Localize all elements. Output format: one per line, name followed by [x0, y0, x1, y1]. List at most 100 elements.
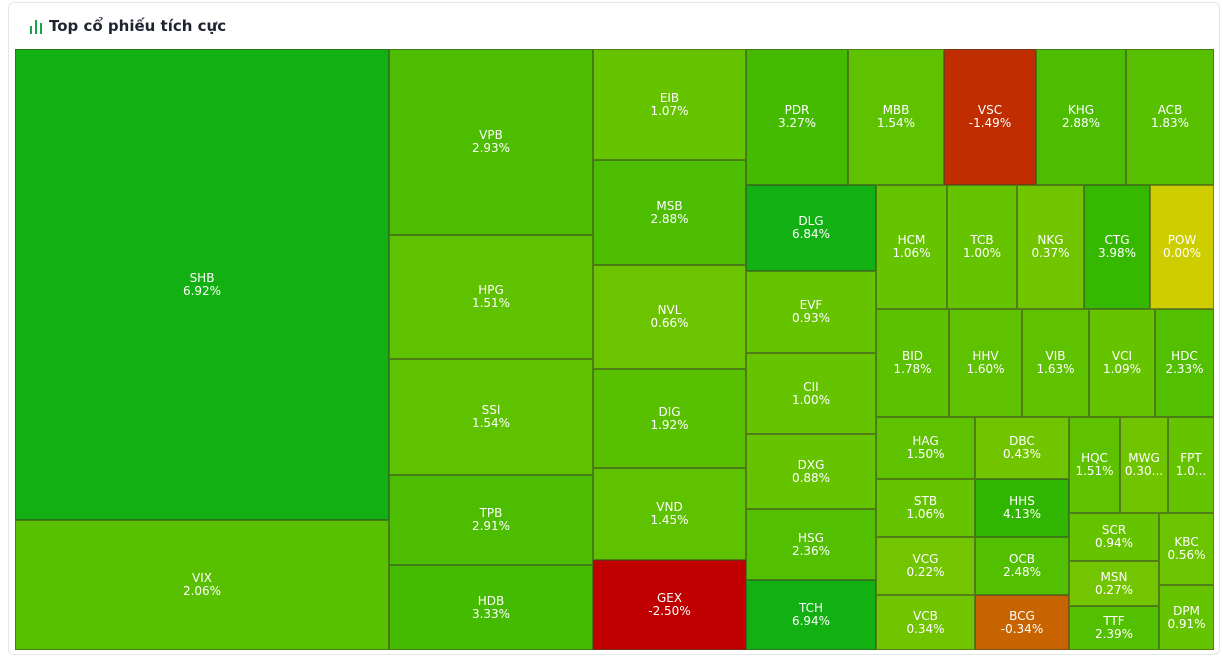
tile-dlg[interactable]: DLG 6.84% [746, 185, 876, 271]
tile-change: 2.91% [471, 519, 511, 533]
tile-symbol: VND [656, 500, 683, 514]
tile-tpb[interactable]: TPB 2.91% [389, 475, 593, 565]
tile-scr[interactable]: SCR 0.94% [1069, 513, 1159, 561]
tile-change: 1.45% [650, 513, 689, 527]
tile-change: 0.22% [906, 565, 945, 579]
tile-hdb[interactable]: HDB 3.33% [389, 565, 593, 650]
tile-hcm[interactable]: HCM 1.06% [876, 185, 947, 309]
tile-change: 2.93% [471, 141, 511, 155]
tile-hqc[interactable]: HQC 1.51% [1069, 417, 1120, 513]
tile-symbol: HDC [1171, 349, 1198, 363]
tile-acb[interactable]: ACB 1.83% [1126, 49, 1214, 185]
tile-nvl[interactable]: NVL 0.66% [593, 265, 746, 369]
tile-vcg[interactable]: VCG 0.22% [876, 537, 975, 595]
tile-symbol: ACB [1157, 103, 1183, 117]
tile-change: 0.94% [1094, 536, 1134, 550]
tile-stb[interactable]: STB 1.06% [876, 479, 975, 537]
tile-khg[interactable]: KHG 2.88% [1036, 49, 1126, 185]
tile-msb[interactable]: MSB 2.88% [593, 160, 746, 265]
tile-change: 1.78% [893, 362, 932, 376]
tile-change: 3.27% [777, 116, 817, 130]
tile-symbol: GEX [656, 591, 683, 605]
tile-cii[interactable]: CII 1.00% [746, 353, 876, 434]
tile-mwg[interactable]: MWG 0.30... [1120, 417, 1168, 513]
tile-hhs[interactable]: HHS 4.13% [975, 479, 1069, 537]
tile-hpg[interactable]: HPG 1.51% [389, 235, 593, 359]
tile-symbol: CII [803, 379, 819, 394]
tile-vsc[interactable]: VSC -1.49% [944, 49, 1036, 185]
tile-change: 1.06% [906, 507, 945, 521]
tile-symbol: CTG [1104, 233, 1130, 247]
tile-change: 0.66% [650, 316, 689, 330]
tile-tch[interactable]: TCH 6.94% [746, 580, 876, 650]
tile-ttf[interactable]: TTF 2.39% [1069, 606, 1159, 650]
tile-fpt[interactable]: FPT 1.0... [1168, 417, 1214, 513]
tile-change: 0.00% [1162, 246, 1202, 260]
tile-symbol: SHB [189, 270, 215, 285]
tile-change: -1.49% [968, 116, 1012, 130]
tile-tcb[interactable]: TCB 1.00% [947, 185, 1017, 309]
tile-dbc[interactable]: DBC 0.43% [975, 417, 1069, 479]
tile-bid[interactable]: BID 1.78% [876, 309, 949, 417]
tile-change: 0.27% [1094, 582, 1134, 597]
tile-change: 1.09% [1102, 362, 1142, 376]
tile-kbc[interactable]: KBC 0.56% [1159, 513, 1214, 585]
tile-change: 0.91% [1167, 616, 1206, 631]
tile-change: 2.36% [791, 543, 831, 558]
tile-change: 0.34% [906, 621, 945, 636]
tile-change: 1.54% [876, 116, 916, 130]
tile-symbol: VPB [479, 128, 503, 142]
tile-change: 1.51% [471, 296, 511, 310]
tile-symbol: HCM [897, 233, 926, 247]
tile-change: 1.00% [791, 392, 831, 407]
tile-symbol: DPM [1173, 603, 1200, 618]
tile-evf[interactable]: EVF 0.93% [746, 271, 876, 353]
card-title: Top cổ phiếu tích cực [49, 17, 227, 35]
tile-vnd[interactable]: VND 1.45% [593, 468, 746, 560]
tile-change: -0.34% [1000, 621, 1044, 636]
tile-change: 1.92% [650, 417, 689, 432]
tile-ssi[interactable]: SSI 1.54% [389, 359, 593, 475]
tile-vcb[interactable]: VCB 0.34% [876, 595, 975, 650]
tile-bcg[interactable]: BCG -0.34% [975, 595, 1069, 650]
tile-mbb[interactable]: MBB 1.54% [848, 49, 944, 185]
tile-change: 1.06% [892, 246, 931, 260]
tile-change: 4.13% [1002, 507, 1042, 521]
tile-hag[interactable]: HAG 1.50% [876, 417, 975, 479]
tile-vpb[interactable]: VPB 2.93% [389, 49, 593, 235]
tile-hhv[interactable]: HHV 1.60% [949, 309, 1022, 417]
tile-symbol: HSG [798, 530, 824, 545]
tile-dxg[interactable]: DXG 0.88% [746, 434, 876, 509]
tile-msn[interactable]: MSN 0.27% [1069, 561, 1159, 606]
tile-shb[interactable]: SHB 6.92% [15, 49, 389, 520]
tile-vci[interactable]: VCI 1.09% [1089, 309, 1155, 417]
tile-pow[interactable]: POW 0.00% [1150, 185, 1214, 309]
tile-symbol: DIG [658, 404, 681, 419]
tile-pdr[interactable]: PDR 3.27% [746, 49, 848, 185]
tile-hdc[interactable]: HDC 2.33% [1155, 309, 1214, 417]
tile-change: 0.43% [1002, 447, 1042, 461]
tile-ctg[interactable]: CTG 3.98% [1084, 185, 1150, 309]
tile-dpm[interactable]: DPM 0.91% [1159, 585, 1214, 650]
tile-change: 1.60% [966, 362, 1005, 376]
tile-symbol: MWG [1128, 451, 1160, 465]
tile-symbol: FPT [1180, 451, 1202, 465]
tile-hsg[interactable]: HSG 2.36% [746, 509, 876, 580]
tile-ocb[interactable]: OCB 2.48% [975, 537, 1069, 595]
tile-nkg[interactable]: NKG 0.37% [1017, 185, 1084, 309]
tile-gex[interactable]: GEX -2.50% [593, 560, 746, 650]
tile-vix[interactable]: VIX 2.06% [15, 520, 389, 650]
tile-symbol: NKG [1037, 233, 1064, 247]
tile-change: 2.06% [182, 584, 222, 598]
tile-symbol: TCB [970, 233, 994, 247]
tile-change: 2.48% [1002, 565, 1042, 579]
tile-change: 0.93% [791, 311, 831, 325]
tile-symbol: DLG [798, 214, 824, 228]
tile-eib[interactable]: EIB 1.07% [593, 49, 746, 160]
tile-symbol: VCI [1111, 349, 1133, 363]
tile-dig[interactable]: DIG 1.92% [593, 369, 746, 468]
tile-change: 2.88% [1061, 116, 1101, 130]
tile-vib[interactable]: VIB 1.63% [1022, 309, 1089, 417]
tile-symbol: HHS [1009, 494, 1035, 508]
tile-symbol: SCR [1101, 523, 1127, 537]
